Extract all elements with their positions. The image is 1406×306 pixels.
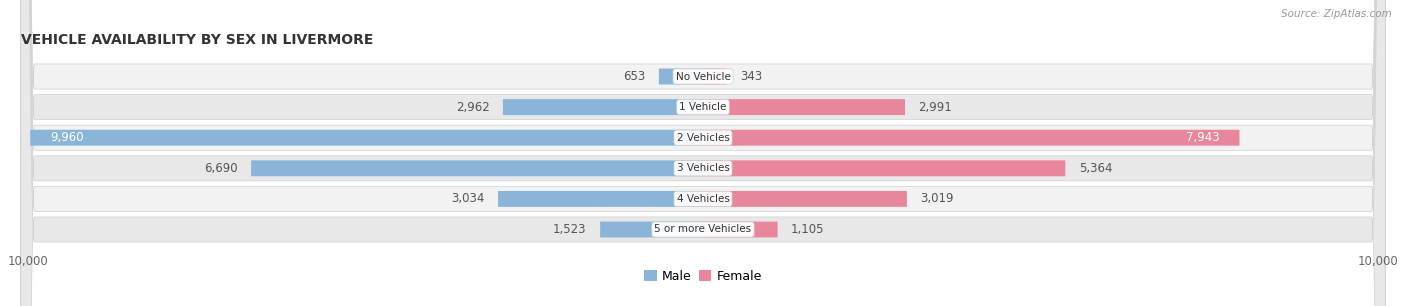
Text: 5 or more Vehicles: 5 or more Vehicles: [654, 225, 752, 234]
Text: Source: ZipAtlas.com: Source: ZipAtlas.com: [1281, 9, 1392, 19]
FancyBboxPatch shape: [21, 0, 1385, 306]
FancyBboxPatch shape: [21, 0, 1385, 306]
FancyBboxPatch shape: [252, 160, 703, 176]
FancyBboxPatch shape: [21, 0, 1385, 306]
Text: 5,364: 5,364: [1078, 162, 1112, 175]
Text: 9,960: 9,960: [51, 131, 84, 144]
Text: 1,523: 1,523: [553, 223, 586, 236]
Text: 3,019: 3,019: [921, 192, 953, 205]
FancyBboxPatch shape: [503, 99, 703, 115]
Text: 7,943: 7,943: [1185, 131, 1219, 144]
Text: 1,105: 1,105: [792, 223, 825, 236]
Text: 4 Vehicles: 4 Vehicles: [676, 194, 730, 204]
FancyBboxPatch shape: [703, 191, 907, 207]
Text: 3,034: 3,034: [451, 192, 485, 205]
FancyBboxPatch shape: [659, 69, 703, 84]
FancyBboxPatch shape: [21, 0, 1385, 306]
Text: 1 Vehicle: 1 Vehicle: [679, 102, 727, 112]
Legend: Male, Female: Male, Female: [640, 265, 766, 288]
FancyBboxPatch shape: [498, 191, 703, 207]
Text: 2,962: 2,962: [456, 101, 489, 114]
FancyBboxPatch shape: [703, 69, 725, 84]
FancyBboxPatch shape: [21, 0, 1385, 306]
Text: VEHICLE AVAILABILITY BY SEX IN LIVERMORE: VEHICLE AVAILABILITY BY SEX IN LIVERMORE: [21, 33, 373, 47]
Text: 343: 343: [740, 70, 762, 83]
Text: 3 Vehicles: 3 Vehicles: [676, 163, 730, 173]
FancyBboxPatch shape: [703, 99, 905, 115]
Text: 2,991: 2,991: [918, 101, 952, 114]
FancyBboxPatch shape: [703, 160, 1066, 176]
FancyBboxPatch shape: [703, 222, 778, 237]
FancyBboxPatch shape: [703, 130, 1240, 146]
Text: 6,690: 6,690: [204, 162, 238, 175]
FancyBboxPatch shape: [21, 0, 1385, 306]
Text: 2 Vehicles: 2 Vehicles: [676, 133, 730, 143]
FancyBboxPatch shape: [600, 222, 703, 237]
Text: No Vehicle: No Vehicle: [675, 72, 731, 81]
Text: 653: 653: [623, 70, 645, 83]
FancyBboxPatch shape: [31, 130, 703, 146]
